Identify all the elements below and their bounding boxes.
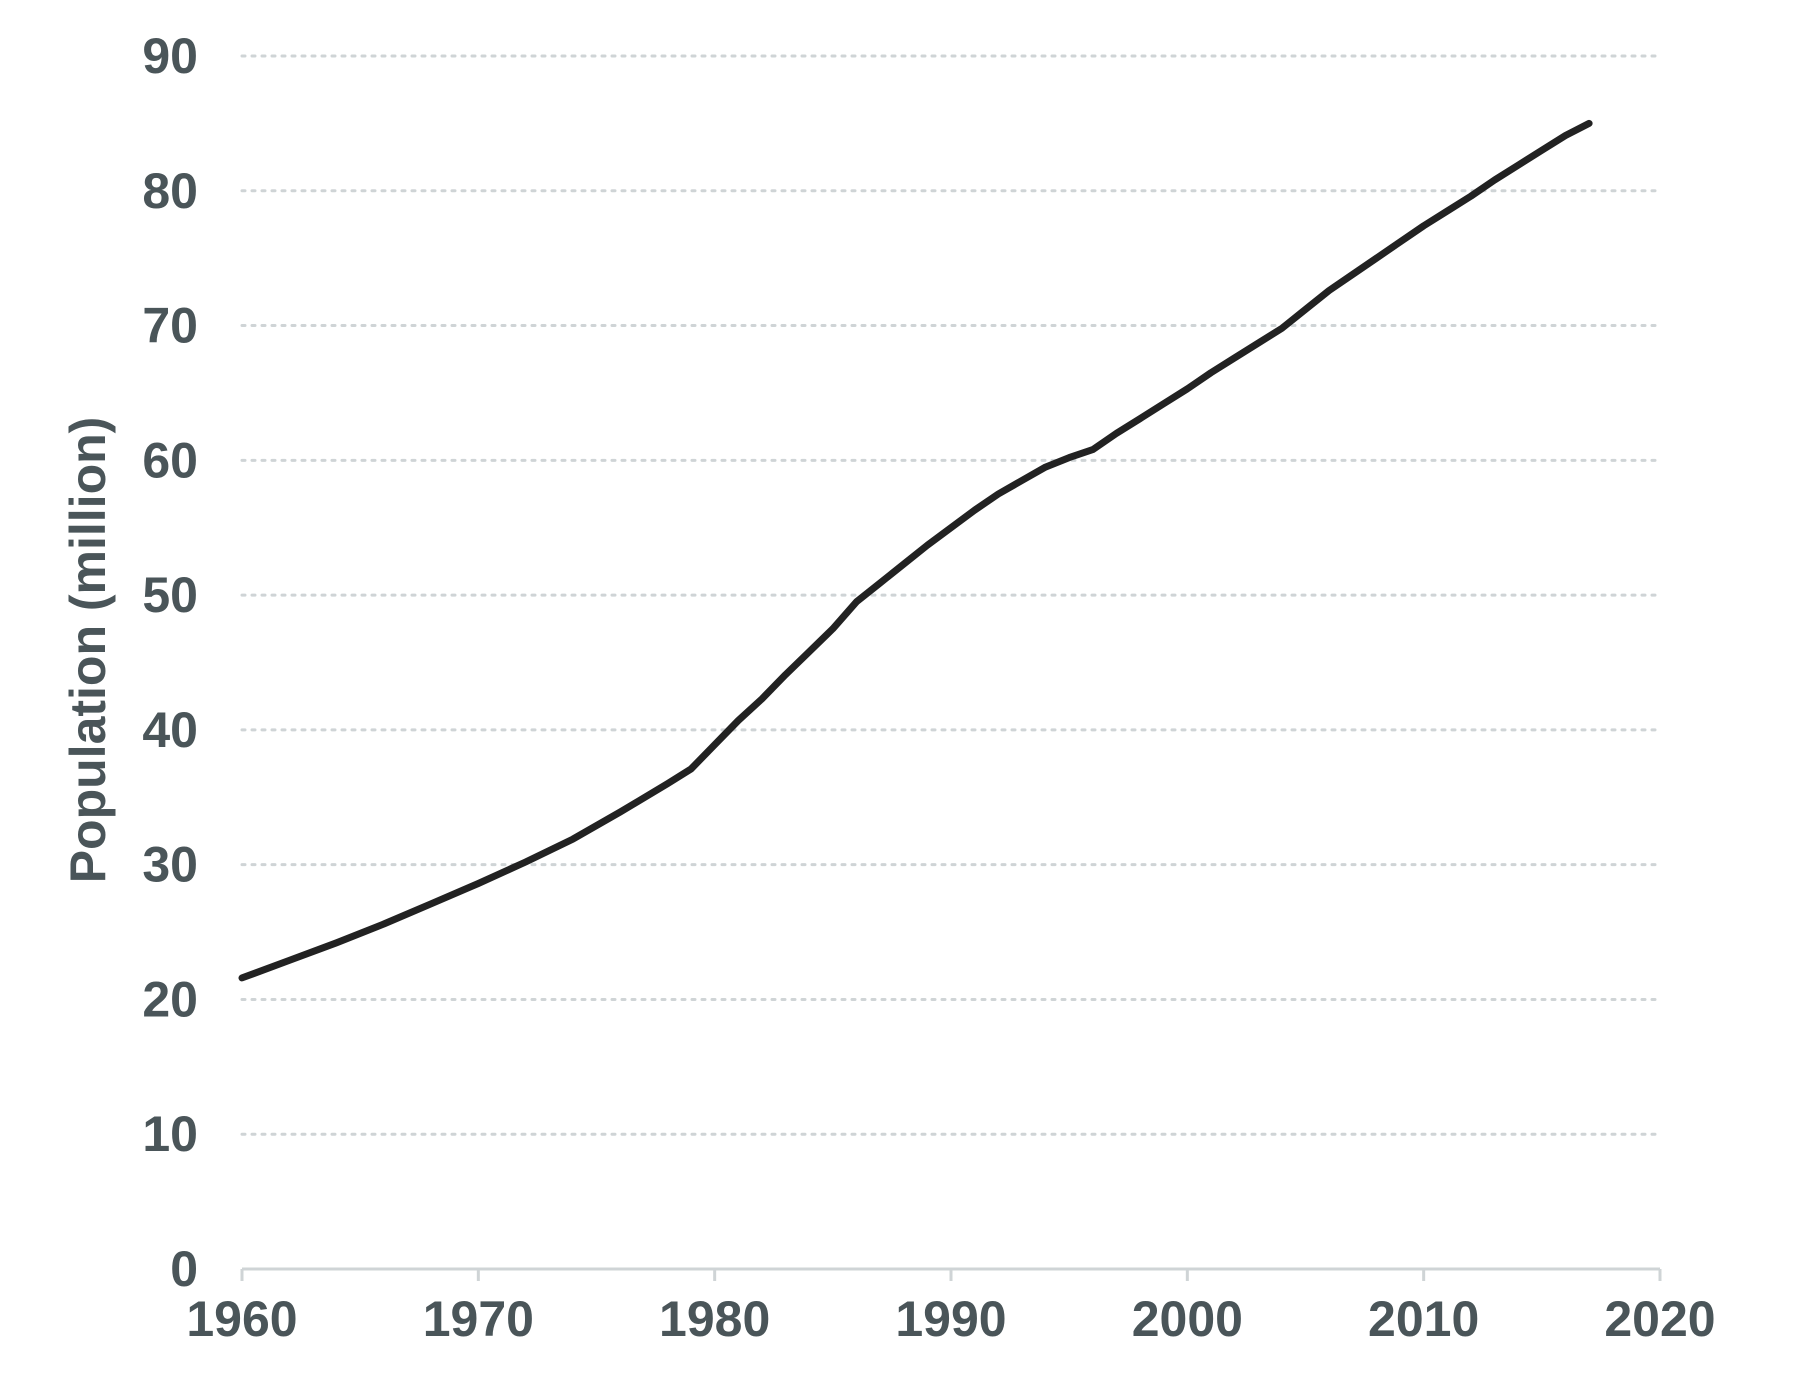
y-tick-label: 20 — [142, 971, 198, 1027]
x-tick-label: 1980 — [659, 1291, 770, 1347]
x-tick-label: 1970 — [423, 1291, 534, 1347]
y-axis-title: Population (million) — [60, 417, 116, 884]
x-axis — [240, 1267, 1662, 1281]
y-tick-label: 50 — [142, 567, 198, 623]
gridlines — [240, 54, 1662, 1136]
series-layer — [238, 119, 1593, 982]
x-tick-label: 2010 — [1368, 1291, 1479, 1347]
series-line-0 — [238, 119, 1593, 982]
x-tick-label: 2000 — [1132, 1291, 1243, 1347]
y-tick-labels: 0 10 20 30 40 50 60 70 80 90 — [142, 28, 198, 1297]
y-tick-label: 80 — [142, 163, 198, 219]
y-tick-label: 90 — [142, 28, 198, 84]
y-tick-label: 60 — [142, 432, 198, 488]
y-tick-label: 40 — [142, 702, 198, 758]
y-tick-label: 10 — [142, 1106, 198, 1162]
x-tick-label: 2020 — [1604, 1291, 1715, 1347]
x-tick-labels: 1960 1970 1980 1990 2000 2010 2020 — [186, 1291, 1715, 1347]
y-tick-label: 70 — [142, 298, 198, 354]
y-tick-label: 30 — [142, 837, 198, 893]
y-tick-label: 0 — [170, 1241, 198, 1297]
x-tick-label: 1960 — [186, 1291, 297, 1347]
x-tick-label: 1990 — [895, 1291, 1006, 1347]
